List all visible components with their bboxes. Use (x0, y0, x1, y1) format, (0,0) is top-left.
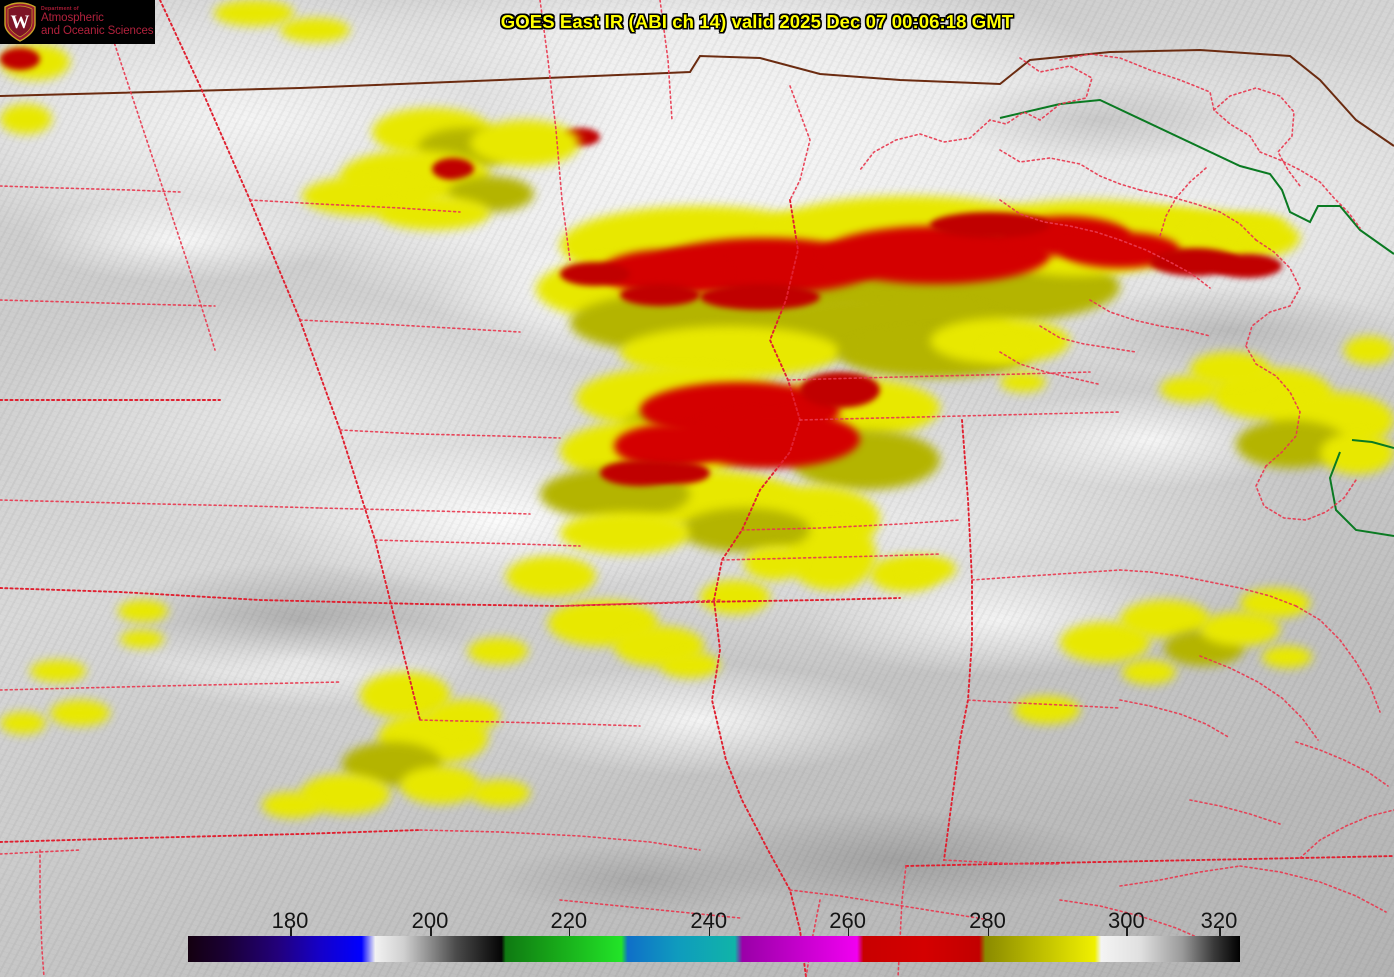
colorbar-tick-300 (1126, 927, 1128, 936)
colorbar-tick-260 (847, 927, 850, 936)
uw-crest-icon: W (3, 2, 37, 42)
colorbar-gradient (188, 936, 1240, 962)
colorbar-tick-240 (708, 927, 711, 936)
colorbar-ticks (188, 927, 1240, 936)
logo-name-line2: and Oceanic Sciences (41, 24, 154, 37)
svg-text:W: W (11, 12, 30, 33)
image-title: GOES East IR (ABI ch 14) valid 2025 Dec … (500, 11, 1014, 32)
colorbar-tick-200 (429, 927, 432, 936)
logo-text-block: Department of Atmospheric and Oceanic Sc… (41, 5, 154, 37)
colorbar-tick-320 (1218, 927, 1221, 936)
uw-aos-logo: W Department of Atmospheric and Oceanic … (0, 0, 155, 44)
logo-department-label: Department of (41, 5, 79, 12)
logo-name-line1: Atmospheric (41, 12, 104, 25)
colorbar-tick-280 (987, 927, 990, 936)
colorbar-tick-180 (290, 927, 292, 936)
colorbar-tick-220 (568, 927, 571, 936)
temperature-colorbar (188, 927, 1240, 962)
